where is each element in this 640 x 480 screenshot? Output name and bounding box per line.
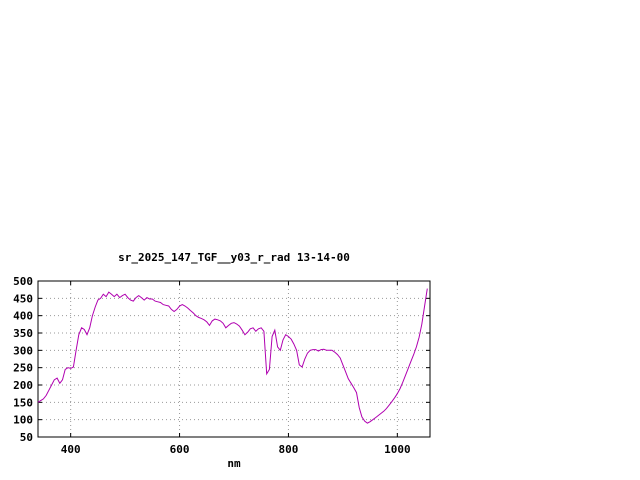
y-tick-label: 250 [13, 362, 33, 375]
y-tick-label: 300 [13, 344, 33, 357]
series-line [37, 288, 428, 424]
y-tick-label: 200 [13, 379, 33, 392]
y-tick-label: 450 [13, 292, 33, 305]
x-tick-label: 800 [279, 443, 299, 456]
y-tick-label: 500 [13, 275, 33, 288]
plot-border [37, 280, 431, 438]
y-tick-label: 350 [13, 327, 33, 340]
x-tick-label: 1000 [384, 443, 411, 456]
x-tick-label: 600 [170, 443, 190, 456]
chart-title: sr_2025_147_TGF__y03_r_rad 13-14-00 [118, 251, 350, 264]
y-tick-label: 100 [13, 414, 33, 427]
x-tick-label: 400 [61, 443, 81, 456]
y-tick-label: 400 [13, 310, 33, 323]
y-tick-label: 150 [13, 396, 33, 409]
x-axis-label: nm [227, 457, 241, 470]
y-tick-label: 50 [20, 431, 33, 444]
